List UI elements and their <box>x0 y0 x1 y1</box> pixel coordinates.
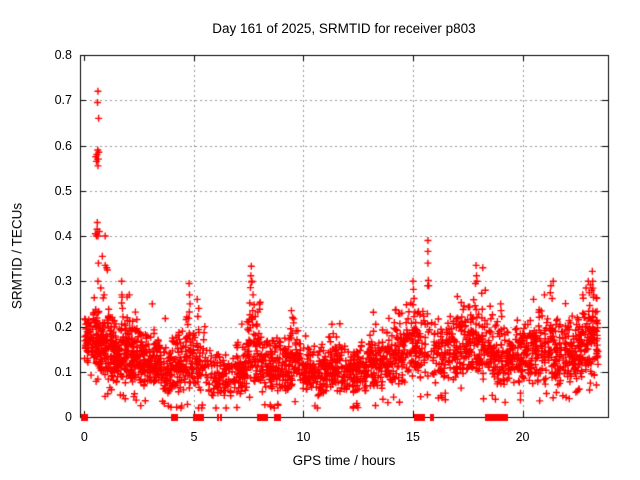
chart-title: Day 161 of 2025, SRMTID for receiver p80… <box>212 21 476 36</box>
y-axis-label: SRMTID / TECUs <box>9 202 25 310</box>
x-axis-label: GPS time / hours <box>292 453 396 468</box>
